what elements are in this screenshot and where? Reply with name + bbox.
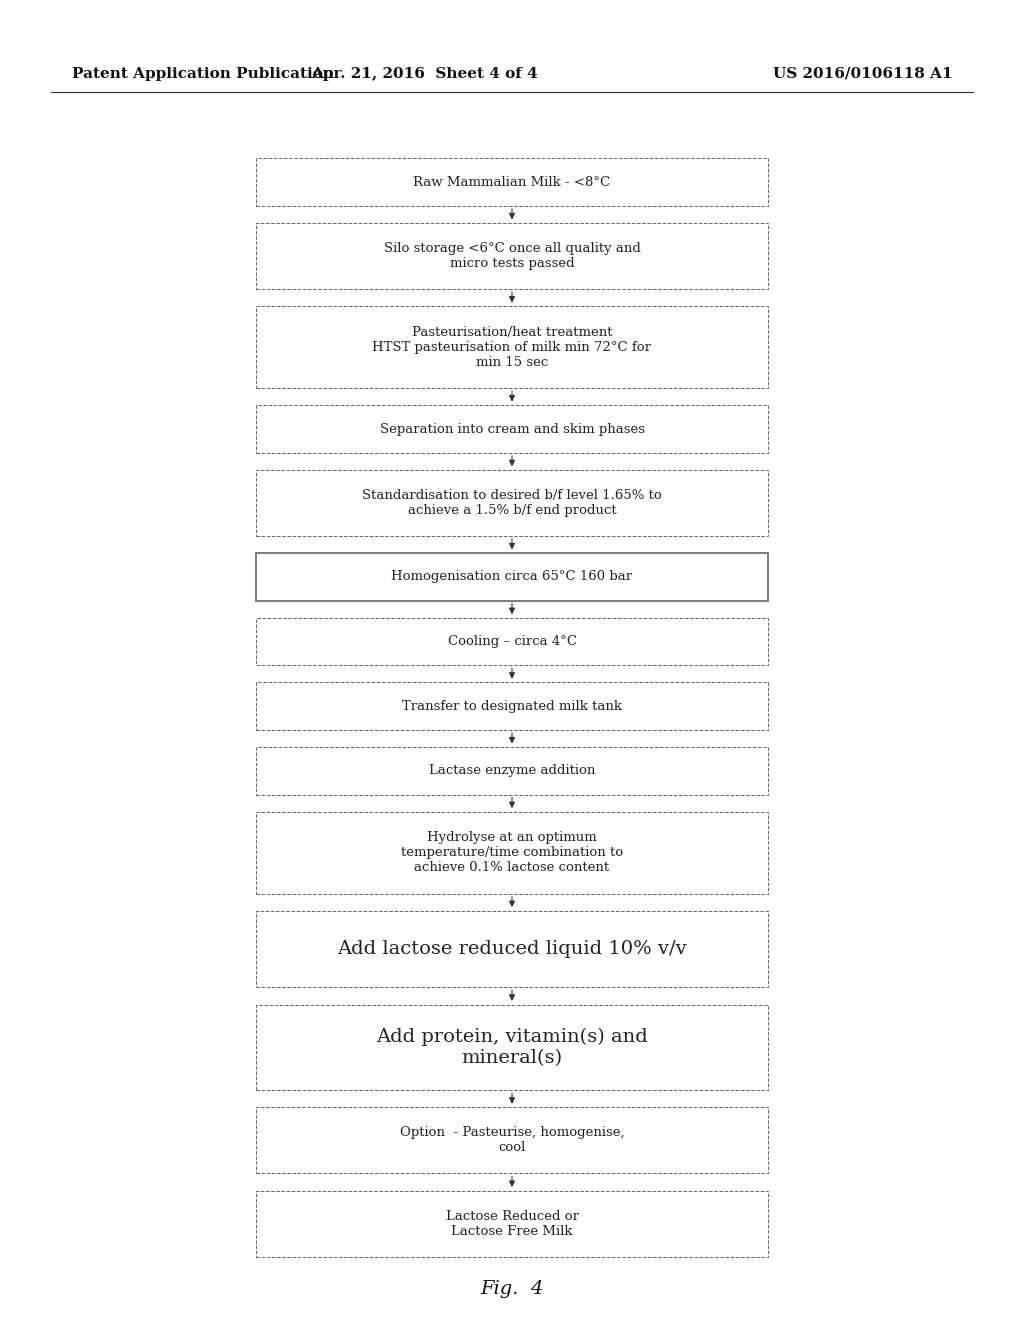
FancyBboxPatch shape [256,911,768,987]
FancyBboxPatch shape [256,747,768,795]
Text: Hydrolyse at an optimum
temperature/time combination to
achieve 0.1% lactose con: Hydrolyse at an optimum temperature/time… [401,832,623,874]
Text: Lactose Reduced or
Lactose Free Milk: Lactose Reduced or Lactose Free Milk [445,1209,579,1238]
Text: Separation into cream and skim phases: Separation into cream and skim phases [380,422,644,436]
Text: Lactase enzyme addition: Lactase enzyme addition [429,764,595,777]
Text: Cooling – circa 4°C: Cooling – circa 4°C [447,635,577,648]
FancyBboxPatch shape [256,618,768,665]
FancyBboxPatch shape [256,1005,768,1090]
FancyBboxPatch shape [256,1191,768,1257]
Text: Homogenisation circa 65°C 160 bar: Homogenisation circa 65°C 160 bar [391,570,633,583]
Text: Standardisation to desired b/f level 1.65% to
achieve a 1.5% b/f end product: Standardisation to desired b/f level 1.6… [362,488,662,517]
Text: Fig.  4: Fig. 4 [480,1280,544,1299]
FancyBboxPatch shape [256,1107,768,1173]
Text: Silo storage <6°C once all quality and
micro tests passed: Silo storage <6°C once all quality and m… [384,242,640,271]
FancyBboxPatch shape [256,223,768,289]
FancyBboxPatch shape [256,470,768,536]
Text: Raw Mammalian Milk - <8°C: Raw Mammalian Milk - <8°C [414,176,610,189]
FancyBboxPatch shape [256,682,768,730]
FancyBboxPatch shape [256,306,768,388]
Text: Option  - Pasteurise, homogenise,
cool: Option - Pasteurise, homogenise, cool [399,1126,625,1155]
FancyBboxPatch shape [256,158,768,206]
FancyBboxPatch shape [256,812,768,894]
Text: Add lactose reduced liquid 10% v/v: Add lactose reduced liquid 10% v/v [337,940,687,958]
Text: US 2016/0106118 A1: US 2016/0106118 A1 [773,67,952,81]
FancyBboxPatch shape [256,553,768,601]
Text: Apr. 21, 2016  Sheet 4 of 4: Apr. 21, 2016 Sheet 4 of 4 [311,67,539,81]
Text: Patent Application Publication: Patent Application Publication [72,67,334,81]
FancyBboxPatch shape [256,405,768,453]
Text: Transfer to designated milk tank: Transfer to designated milk tank [402,700,622,713]
Text: Pasteurisation/heat treatment
HTST pasteurisation of milk min 72°C for
min 15 se: Pasteurisation/heat treatment HTST paste… [373,326,651,368]
Text: Add protein, vitamin(s) and
mineral(s): Add protein, vitamin(s) and mineral(s) [376,1028,648,1067]
